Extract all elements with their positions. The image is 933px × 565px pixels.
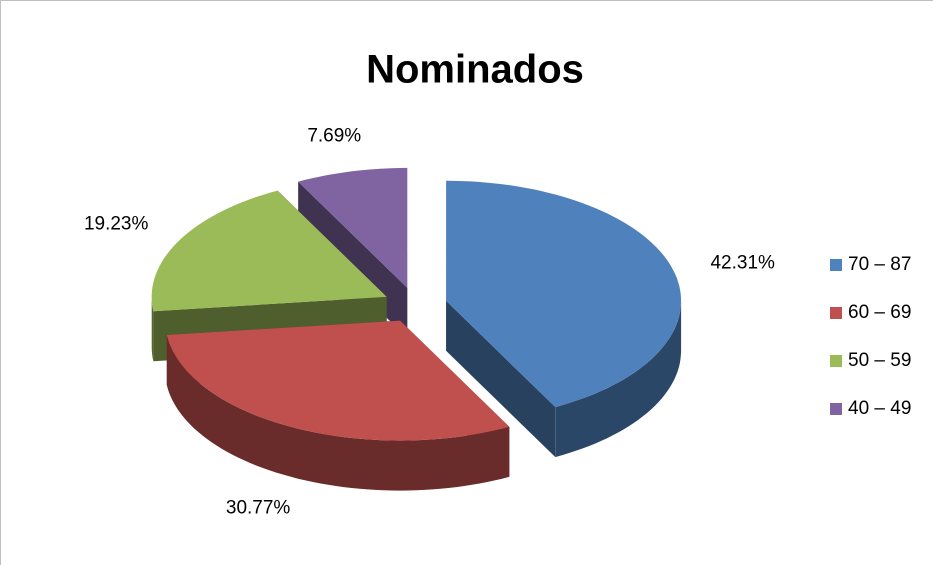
- slice-top: [298, 167, 408, 288]
- legend-label: 50 – 59: [848, 350, 911, 371]
- data-label: 30.77%: [226, 498, 291, 519]
- slice-side: [446, 300, 556, 458]
- data-label: 19.23%: [84, 213, 149, 234]
- legend-label: 60 – 69: [848, 302, 911, 323]
- legend-swatch: [830, 355, 842, 367]
- slice-top: [446, 180, 681, 408]
- data-label: 42.31%: [710, 252, 775, 273]
- slice-wall: [151, 296, 154, 362]
- legend-swatch: [830, 307, 842, 319]
- legend-swatch: [830, 259, 842, 271]
- slice-wall: [166, 335, 510, 491]
- slice-top: [166, 320, 510, 441]
- data-label: 7.69%: [307, 125, 361, 146]
- legend-swatch: [830, 403, 842, 415]
- pie-slice: [166, 320, 510, 491]
- chart-title: Nominados: [366, 48, 584, 92]
- pie-slice: [446, 180, 682, 458]
- slice-top: [151, 190, 387, 312]
- legend-label: 40 – 49: [848, 398, 911, 419]
- slice-wall: [555, 300, 682, 458]
- legend-label: 70 – 87: [848, 254, 911, 275]
